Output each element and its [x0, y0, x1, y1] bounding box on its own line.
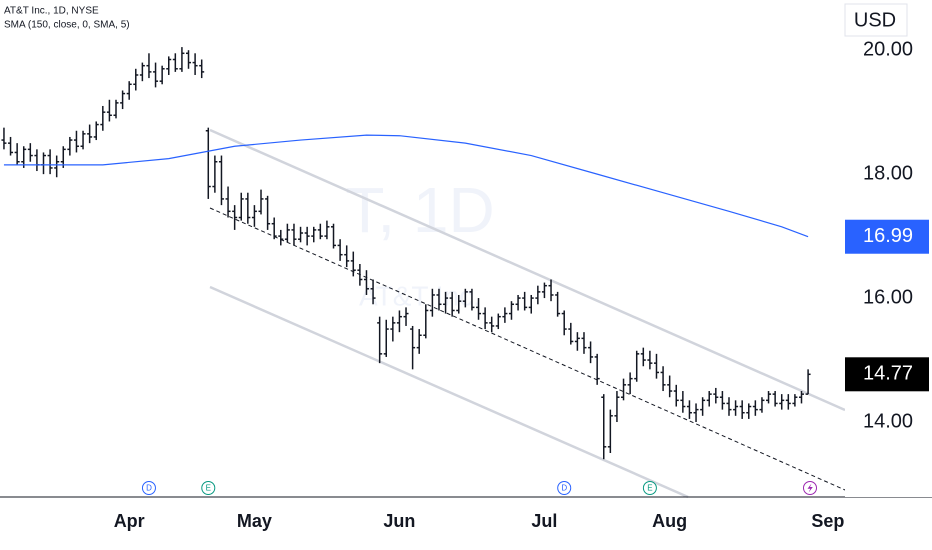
axis-corner: [845, 498, 932, 550]
sma-price-box: [845, 219, 929, 254]
currency: USD: [854, 9, 896, 31]
channel-upper: [209, 128, 846, 412]
channel-lower: [209, 285, 689, 499]
x-tick-label: Apr: [114, 511, 145, 531]
y-tick-label: 16.00: [863, 286, 913, 308]
x-tick-label: Sep: [811, 511, 844, 531]
chart-title: AT&T Inc., 1D, NYSE: [4, 6, 99, 17]
event-badge[interactable]: [141, 481, 156, 495]
lightning-icon: [807, 483, 813, 493]
watermark-name: AT&T Inc.: [359, 280, 481, 311]
event-badge[interactable]: [642, 481, 657, 495]
x-tick-label: Jul: [531, 511, 557, 531]
event-label: E: [206, 484, 211, 493]
event-badge[interactable]: [557, 481, 572, 495]
x-tick-label: Jun: [383, 511, 415, 531]
channel-middle: [209, 207, 846, 491]
event-label: D: [146, 484, 152, 493]
time-axis: Apr May Jun Jul Aug Sep: [114, 511, 845, 531]
event-label: E: [647, 484, 652, 493]
sma-price-label: 16.99: [863, 225, 913, 247]
last-price-label: 14.77: [863, 363, 913, 385]
last-price-box: [845, 357, 929, 392]
price-scale: 20.00 18.00 16.00 14.00 16.99 14.77: [845, 38, 929, 432]
event-label: D: [561, 484, 567, 493]
event-badge[interactable]: [201, 481, 216, 495]
watermark-symbol: T, 1D: [345, 174, 494, 246]
y-tick-label: 20.00: [863, 38, 913, 60]
sma-line: [3, 134, 809, 238]
x-tick-label: Aug: [652, 511, 687, 531]
x-tick-label: May: [237, 511, 272, 531]
y-tick-label: 18.00: [863, 162, 913, 184]
y-tick-label: 14.00: [863, 410, 913, 432]
currency-box: [844, 3, 908, 37]
indicator-label: SMA (150, close, 0, SMA, 5): [4, 20, 130, 31]
